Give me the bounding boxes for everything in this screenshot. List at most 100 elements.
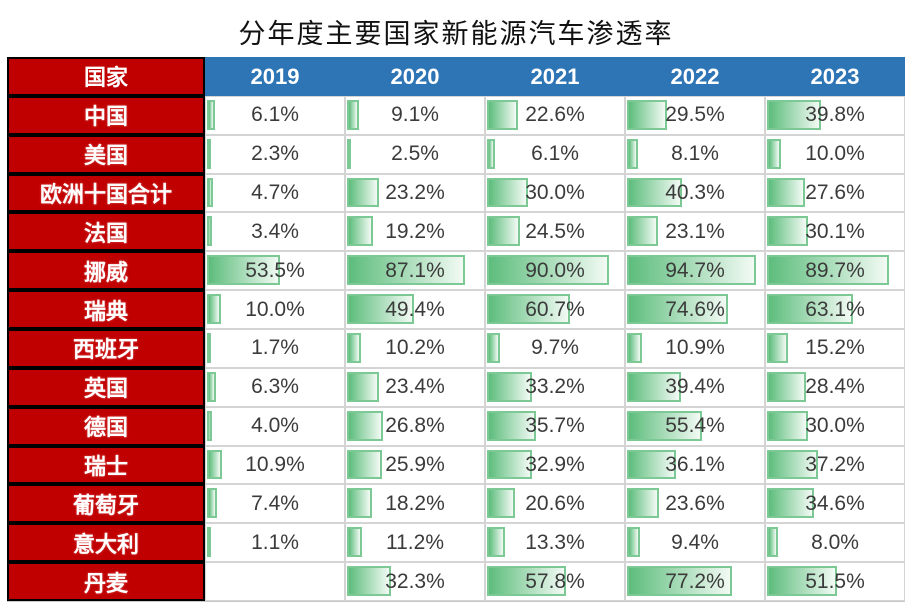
value-cell: 10.9%: [205, 445, 345, 485]
value-cell: 60.7%: [485, 290, 625, 329]
data-bar: [767, 449, 818, 480]
value-label: 9.1%: [391, 103, 439, 127]
country-cell: 丹麦: [7, 562, 205, 601]
value-cell: 89.7%: [765, 251, 905, 291]
value-cell: 19.2%: [345, 212, 485, 252]
data-bar: [487, 138, 496, 169]
data-table: 国家 2019 2020 2021 2022 2023 中国 6.1% 9.1% 22.6% 29.…: [7, 57, 905, 601]
data-bar: [627, 177, 682, 208]
value-label: 3.4%: [251, 219, 299, 243]
value-cell: 2.5%: [345, 134, 485, 174]
data-bar: [627, 371, 681, 402]
value-cell: 6.3%: [205, 367, 345, 407]
value-cell: 49.4%: [345, 290, 485, 329]
country-cell: 美国: [7, 134, 205, 174]
value-cell: 35.7%: [485, 406, 625, 446]
data-bar: [767, 333, 788, 363]
data-bar: [627, 488, 660, 519]
data-bar: [767, 566, 838, 596]
value-label: 24.5%: [525, 219, 585, 243]
value-cell: 40.3%: [625, 173, 765, 213]
value-label: 6.1%: [251, 103, 299, 127]
value-label: 7.4%: [251, 491, 299, 515]
value-cell: 1.7%: [205, 329, 345, 368]
data-bar: [347, 410, 384, 441]
value-cell: 15.2%: [765, 329, 905, 368]
data-bar: [347, 216, 374, 247]
value-cell: 20.6%: [485, 484, 625, 524]
value-cell: 90.0%: [485, 251, 625, 291]
value-label: 1.7%: [251, 336, 299, 360]
data-bar: [347, 294, 415, 324]
data-bar: [207, 527, 211, 558]
data-bar: [347, 488, 372, 519]
country-cell: 西班牙: [7, 329, 205, 368]
value-cell: 32.9%: [485, 445, 625, 485]
chart-title: 分年度主要国家新能源汽车渗透率: [238, 19, 674, 50]
value-label: 11.2%: [386, 530, 444, 554]
value-label: 2.5%: [391, 142, 439, 166]
data-bar: [207, 371, 216, 402]
value-label: 23.1%: [665, 219, 725, 243]
value-label: 40.3%: [665, 180, 725, 204]
value-cell: 10.0%: [765, 134, 905, 174]
value-label: 8.1%: [671, 142, 719, 166]
value-cell: 51.5%: [765, 562, 905, 601]
value-cell: 13.3%: [485, 523, 625, 563]
data-bar: [207, 294, 221, 324]
value-label: 63.1%: [805, 297, 865, 321]
country-cell: 瑞典: [7, 290, 205, 329]
value-label: 10.0%: [245, 297, 305, 321]
data-bar: [207, 255, 280, 286]
value-cell: 4.0%: [205, 406, 345, 446]
value-cell: 18.2%: [345, 484, 485, 524]
data-bar: [627, 527, 640, 558]
value-label: 6.1%: [531, 142, 579, 166]
value-label: 23.6%: [665, 491, 725, 515]
data-bar: [207, 138, 211, 169]
data-bar: [347, 138, 351, 169]
value-cell: 39.4%: [625, 367, 765, 407]
value-cell: 9.1%: [345, 95, 485, 135]
value-label: 35.7%: [525, 414, 585, 438]
value-cell: 30.0%: [485, 173, 625, 213]
value-label: 27.6%: [805, 180, 865, 204]
country-cell: 德国: [7, 406, 205, 446]
data-bar: [627, 410, 703, 441]
value-cell: 10.9%: [625, 329, 765, 368]
value-cell: 28.4%: [765, 367, 905, 407]
value-label: 94.7%: [665, 258, 725, 282]
value-cell: 94.7%: [625, 251, 765, 291]
data-bar: [767, 527, 778, 558]
value-label: 39.8%: [805, 103, 865, 127]
data-bar: [767, 488, 815, 519]
value-label: 20.6%: [525, 491, 585, 515]
data-bar: [347, 177, 379, 208]
data-bar: [627, 99, 668, 130]
year-column-header-2023: 2023: [765, 57, 905, 96]
data-bar: [347, 333, 361, 363]
data-bar: [347, 449, 383, 480]
value-cell: 2.3%: [205, 134, 345, 174]
table-bottom-divider: [7, 601, 905, 602]
country-cell: 瑞士: [7, 445, 205, 485]
data-bar: [487, 333, 501, 363]
value-label: 23.2%: [385, 180, 445, 204]
value-label: 37.2%: [805, 452, 865, 476]
data-bar: [627, 449, 677, 480]
value-label: 90.0%: [525, 258, 585, 282]
value-label: 30.0%: [805, 414, 865, 438]
value-cell: 22.6%: [485, 95, 625, 135]
data-bar: [767, 177, 805, 208]
data-bar: [487, 449, 532, 480]
value-cell: 23.4%: [345, 367, 485, 407]
data-bar: [487, 566, 566, 596]
value-label: 10.9%: [245, 452, 305, 476]
data-bar: [767, 138, 781, 169]
value-cell: 53.5%: [205, 251, 345, 291]
data-bar: [627, 566, 732, 596]
value-label: 15.2%: [805, 336, 865, 360]
value-label: 36.1%: [665, 452, 725, 476]
year-column-header-2021: 2021: [485, 57, 625, 96]
value-cell: 63.1%: [765, 290, 905, 329]
